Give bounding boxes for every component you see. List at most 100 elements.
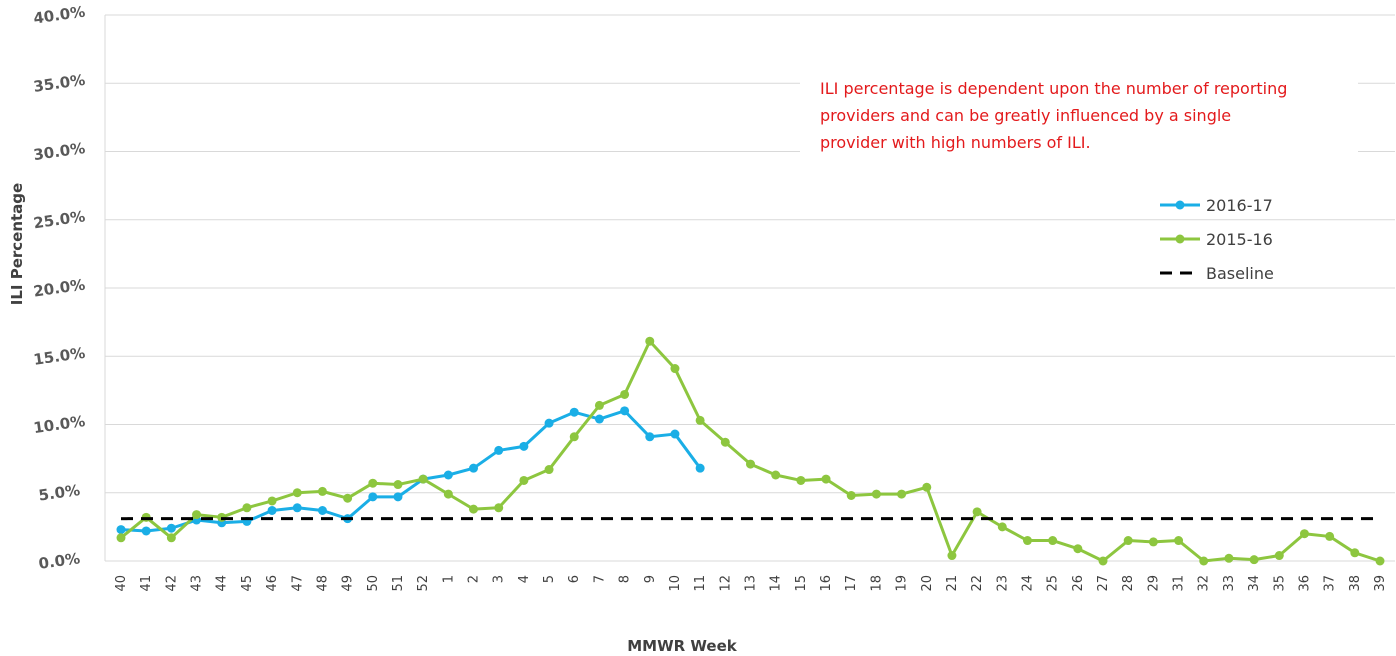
data-point bbox=[997, 522, 1007, 532]
data-point bbox=[695, 415, 705, 425]
x-tick-label: 6 bbox=[567, 575, 582, 583]
legend-item: 2015-16 bbox=[1160, 230, 1273, 249]
series-line bbox=[120, 339, 1381, 563]
data-point bbox=[494, 445, 504, 455]
data-point bbox=[544, 465, 554, 475]
data-point bbox=[796, 475, 806, 485]
x-tick-label: 18 bbox=[869, 575, 884, 592]
x-tick-label: 25 bbox=[1046, 575, 1061, 592]
x-tick-label: 27 bbox=[1096, 575, 1111, 592]
data-point bbox=[519, 475, 529, 485]
data-point bbox=[1123, 536, 1133, 546]
x-tick-label: 42 bbox=[164, 575, 179, 592]
data-point bbox=[317, 486, 327, 496]
data-point bbox=[594, 400, 604, 410]
data-point bbox=[469, 504, 479, 514]
data-point bbox=[1048, 536, 1058, 546]
data-point bbox=[922, 482, 932, 492]
y-tick-label: 25.0% bbox=[32, 207, 86, 232]
x-tick-label: 36 bbox=[1297, 575, 1312, 592]
x-tick-label: 38 bbox=[1348, 575, 1363, 592]
x-tick-label: 45 bbox=[240, 575, 255, 592]
annotation-line: provider with high numbers of ILI. bbox=[820, 133, 1091, 152]
x-tick-label: 12 bbox=[718, 575, 733, 592]
data-point bbox=[720, 437, 730, 447]
x-tick-label: 8 bbox=[618, 575, 633, 583]
data-point bbox=[620, 406, 630, 416]
y-tick-label: 30.0% bbox=[32, 139, 86, 164]
x-tick-label: 39 bbox=[1373, 575, 1388, 592]
data-point bbox=[746, 459, 755, 469]
x-tick-label: 43 bbox=[190, 575, 205, 592]
x-tick-label: 4 bbox=[517, 575, 532, 583]
data-point bbox=[368, 478, 378, 488]
x-tick-label: 31 bbox=[1172, 575, 1187, 592]
data-point bbox=[1274, 551, 1284, 561]
data-point bbox=[1098, 556, 1108, 566]
data-point bbox=[116, 525, 126, 535]
data-point bbox=[670, 429, 680, 439]
x-tick-label: 28 bbox=[1121, 575, 1136, 592]
x-tick-label: 48 bbox=[315, 575, 330, 592]
data-point bbox=[141, 526, 151, 536]
data-point bbox=[116, 533, 126, 543]
data-point bbox=[343, 493, 353, 503]
x-tick-label: 17 bbox=[844, 575, 859, 592]
y-tick-label: 0.0% bbox=[37, 549, 81, 573]
data-point bbox=[972, 507, 982, 517]
annotation-background bbox=[800, 66, 1358, 166]
data-point bbox=[1073, 544, 1083, 554]
data-point bbox=[292, 503, 302, 513]
data-point bbox=[393, 492, 403, 502]
data-point bbox=[242, 503, 252, 513]
data-point bbox=[1199, 556, 1209, 566]
x-tick-label: 50 bbox=[366, 575, 381, 592]
x-axis-ticks: 40 41 42 43 44 45 46 47 48 49 50 51 52 1 2 3 4 5 6 7 8 9 10 11 1… bbox=[114, 575, 1388, 592]
x-tick-label: 2 bbox=[467, 575, 482, 583]
data-point bbox=[947, 551, 957, 561]
data-point bbox=[192, 510, 202, 520]
x-tick-label: 11 bbox=[693, 575, 708, 592]
x-tick-label: 32 bbox=[1197, 575, 1212, 592]
x-tick-label: 47 bbox=[290, 575, 305, 592]
legend-label: 2015-16 bbox=[1206, 230, 1273, 249]
data-point bbox=[670, 364, 680, 374]
data-point bbox=[443, 470, 453, 480]
y-axis-title: ILI Percentage bbox=[8, 183, 26, 305]
data-point bbox=[1249, 555, 1259, 565]
x-tick-label: 14 bbox=[769, 575, 784, 592]
data-point bbox=[897, 489, 907, 499]
x-tick-label: 37 bbox=[1323, 575, 1338, 592]
data-point bbox=[418, 474, 428, 484]
x-tick-label: 26 bbox=[1071, 575, 1086, 592]
legend-item: 2016-17 bbox=[1160, 196, 1273, 215]
data-point bbox=[544, 418, 554, 428]
annotation-note: ILI percentage is dependent upon the num… bbox=[820, 79, 1287, 152]
x-tick-label: 52 bbox=[416, 575, 431, 592]
data-point bbox=[166, 523, 176, 533]
x-tick-label: 41 bbox=[139, 575, 154, 592]
data-point bbox=[1148, 537, 1158, 547]
data-point bbox=[443, 489, 453, 499]
x-tick-label: 51 bbox=[391, 575, 406, 592]
x-tick-label: 21 bbox=[945, 575, 960, 592]
data-point bbox=[645, 336, 655, 346]
x-axis-title: MMWR Week bbox=[627, 637, 738, 655]
series-2015-16 bbox=[116, 336, 1385, 566]
y-tick-label: 5.0% bbox=[37, 481, 81, 505]
y-tick-label: 20.0% bbox=[32, 276, 86, 301]
data-point bbox=[569, 407, 579, 417]
data-point bbox=[846, 490, 856, 500]
y-tick-label: 35.0% bbox=[32, 71, 86, 96]
data-point bbox=[821, 474, 831, 484]
data-point bbox=[1325, 531, 1335, 541]
data-point bbox=[317, 505, 327, 515]
y-axis-ticks: 0.0% 5.0% 10.0% 15.0% 20.0% 25.0% 30.0% 35.0% 40… bbox=[32, 3, 86, 573]
data-point bbox=[1224, 553, 1234, 563]
data-point bbox=[267, 505, 277, 515]
x-tick-label: 20 bbox=[920, 575, 935, 592]
data-point bbox=[1375, 556, 1385, 566]
x-tick-label: 7 bbox=[592, 575, 607, 583]
x-tick-label: 49 bbox=[341, 575, 356, 592]
x-tick-label: 24 bbox=[1020, 575, 1035, 592]
